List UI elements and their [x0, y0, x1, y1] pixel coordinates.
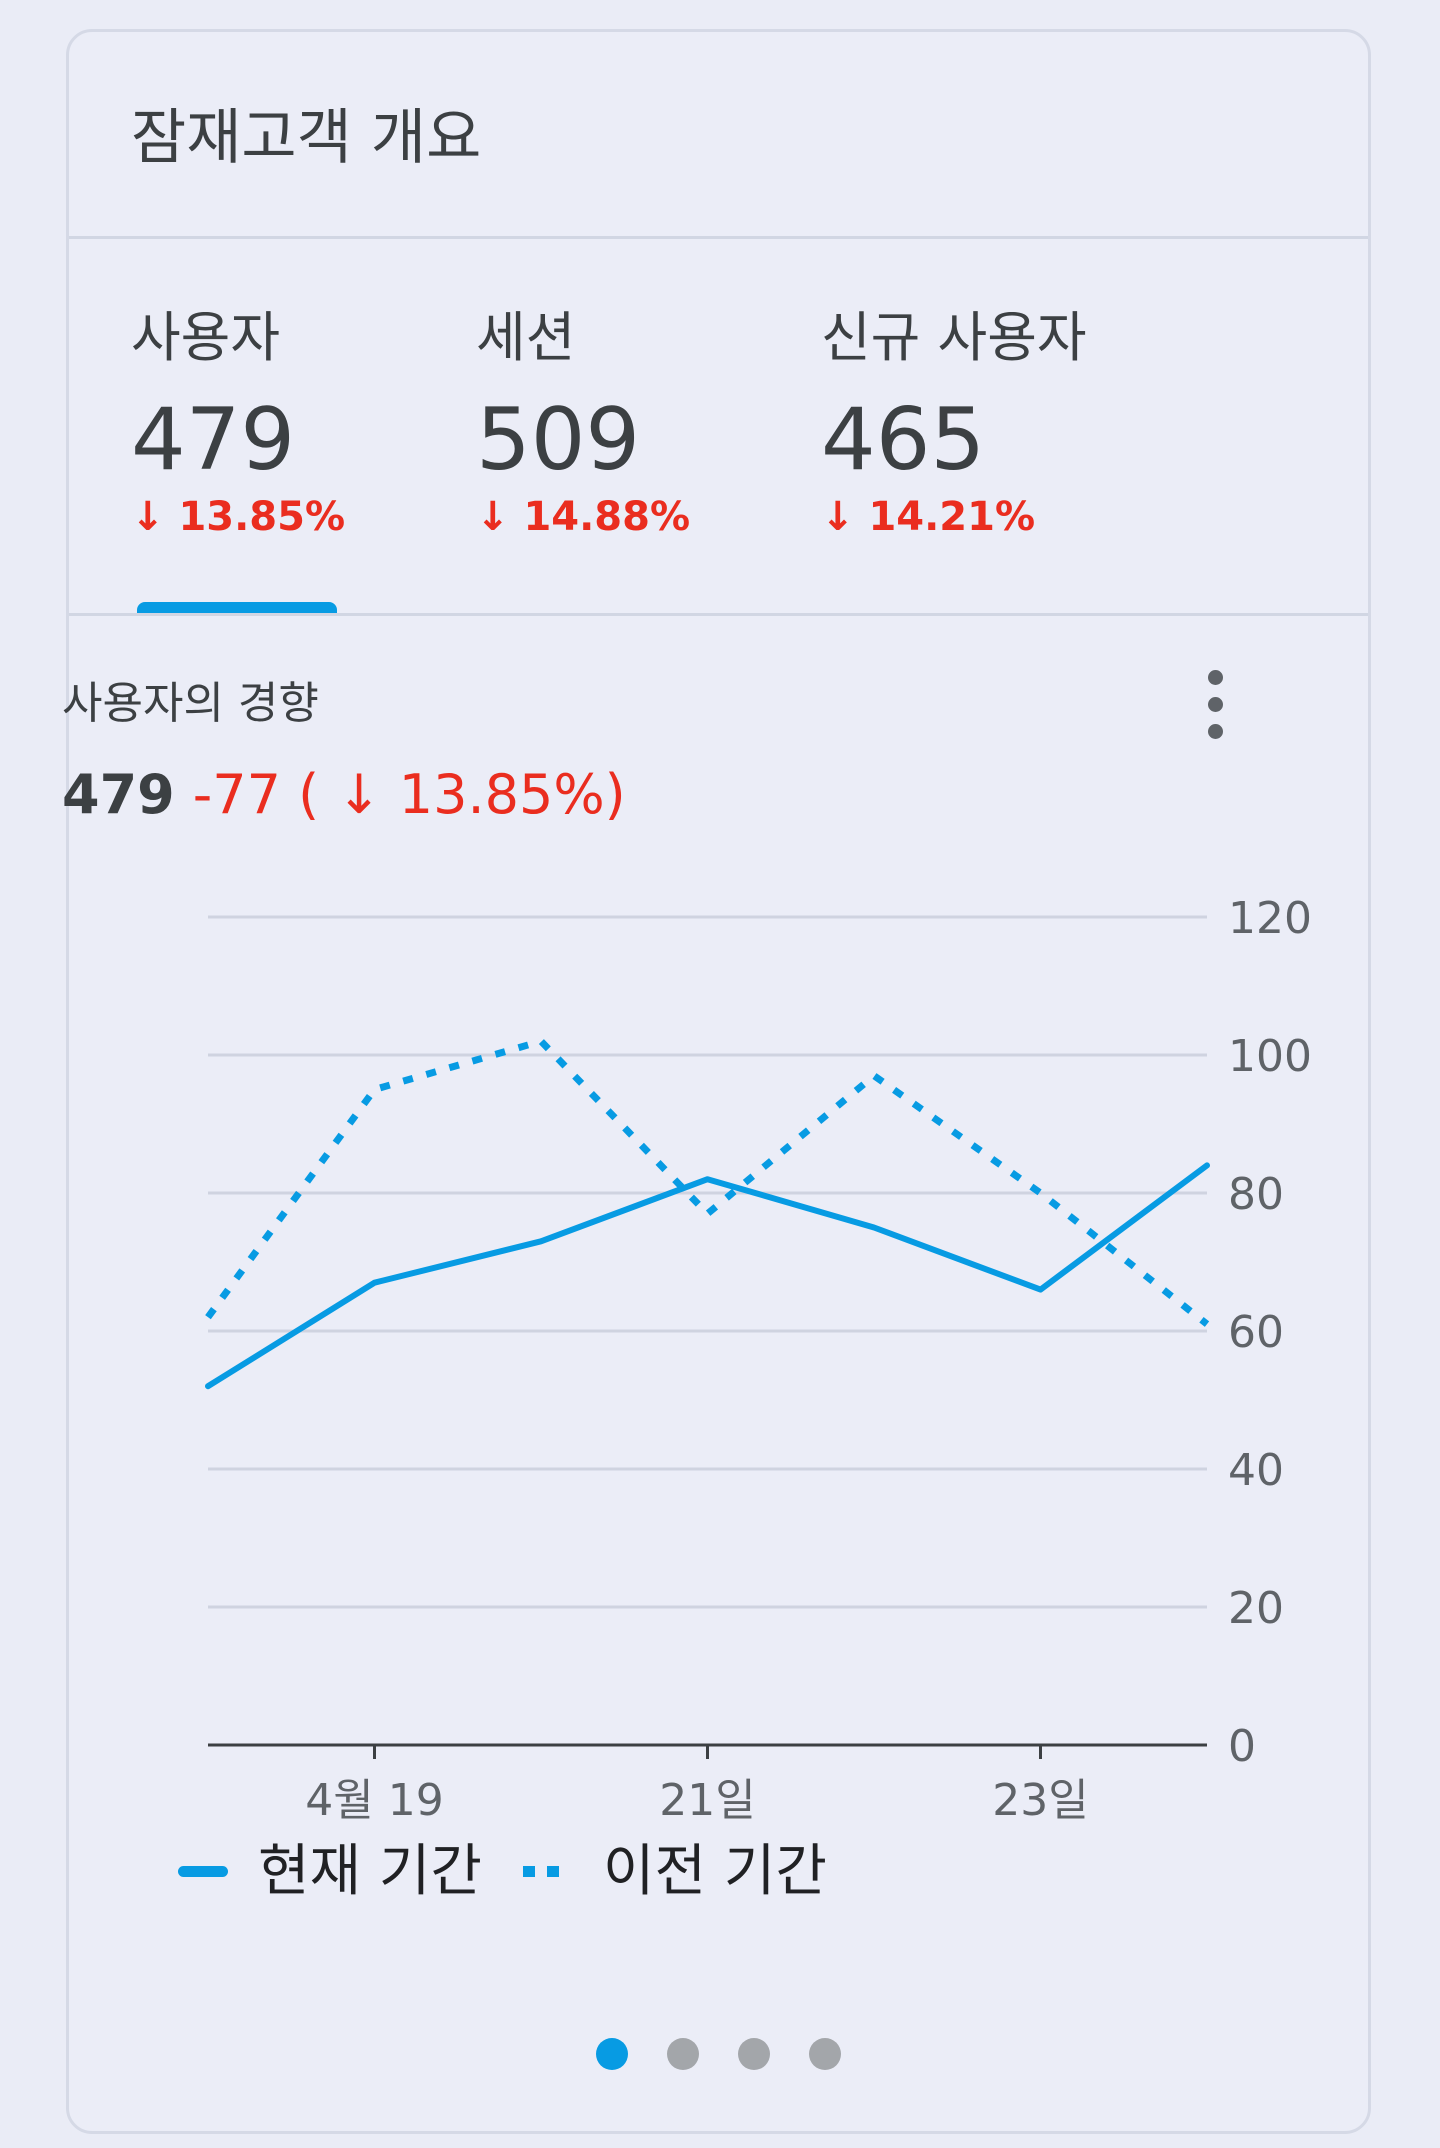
x-tick-label: 21일 — [659, 1775, 755, 1826]
y-tick-label: 80 — [1228, 1169, 1284, 1220]
metric-change: ↓ 14.21% — [821, 494, 1036, 540]
card-title: 잠재고객 개요 — [131, 103, 482, 173]
series-line-current — [205, 1162, 1210, 1390]
metric-change: ↓ 13.85% — [131, 494, 346, 540]
y-tick-label: 100 — [1228, 1031, 1312, 1082]
metric-value: 479 — [131, 390, 296, 490]
metric-label: 신규 사용자 — [821, 306, 1087, 369]
trend-title: 사용자의 경향 — [62, 678, 319, 729]
legend-swatch-solid — [178, 1866, 228, 1877]
y-tick-label: 0 — [1228, 1721, 1256, 1772]
y-axis: 0 20 40 60 80 100 120 — [1228, 893, 1312, 1772]
trend-chart: 0 20 40 60 80 100 120 4월 19 21일 23일 — [205, 893, 1312, 1826]
metric-value: 465 — [821, 390, 986, 490]
metric-tabs: 사용자 479 ↓ 13.85% 세션 509 ↓ 14.88% 신규 사용자 … — [69, 239, 1368, 616]
more-options-button[interactable] — [1190, 660, 1240, 750]
more-vert-icon — [1208, 670, 1223, 685]
pager-dot[interactable] — [809, 2038, 841, 2070]
y-tick-label: 40 — [1228, 1445, 1284, 1496]
card-header: 잠재고객 개요 — [69, 32, 1368, 239]
y-tick-label: 20 — [1228, 1583, 1284, 1634]
chart-series — [205, 1037, 1210, 1390]
x-axis: 4월 19 21일 23일 — [305, 1745, 1089, 1826]
legend-label: 이전 기간 — [603, 1839, 827, 1904]
legend-swatch-dotted — [523, 1866, 573, 1877]
chart-grid — [208, 915, 1207, 1747]
series-line-previous — [205, 1037, 1210, 1327]
y-tick-label: 120 — [1228, 893, 1312, 944]
trend-delta: -77 ( ↓ 13.85%) — [192, 763, 626, 826]
more-vert-icon — [1208, 697, 1223, 712]
x-tick-label: 4월 19 — [305, 1775, 443, 1826]
y-tick-label: 60 — [1228, 1307, 1284, 1358]
metric-label: 세션 — [476, 306, 576, 369]
legend-label: 현재 기간 — [258, 1839, 482, 1904]
selected-tab-indicator — [137, 602, 337, 613]
metric-label: 사용자 — [131, 306, 281, 369]
more-vert-icon — [1208, 724, 1223, 739]
pager-dot[interactable] — [738, 2038, 770, 2070]
pager-dot[interactable] — [596, 2038, 628, 2070]
trend-summary: 479 -77 ( ↓ 13.85%) — [62, 768, 626, 822]
metric-value: 509 — [476, 390, 641, 490]
audience-overview-card: 잠재고객 개요 사용자 479 ↓ 13.85% 세션 509 ↓ 14.88%… — [66, 29, 1371, 2134]
metric-change: ↓ 14.88% — [476, 494, 691, 540]
x-tick-label: 23일 — [992, 1775, 1088, 1826]
trend-value: 479 — [62, 763, 175, 826]
pager-dot[interactable] — [667, 2038, 699, 2070]
